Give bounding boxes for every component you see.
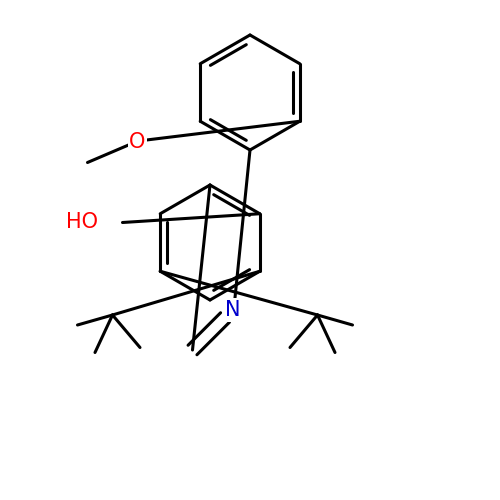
Text: O: O bbox=[130, 132, 146, 152]
Text: HO: HO bbox=[66, 212, 98, 233]
Text: N: N bbox=[225, 300, 240, 320]
